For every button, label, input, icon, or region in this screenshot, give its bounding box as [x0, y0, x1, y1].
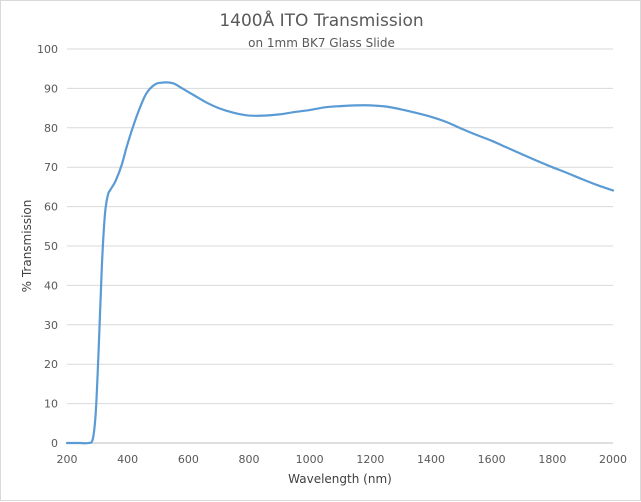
x-tick-label: 1600	[478, 453, 506, 466]
x-tick-label: 1000	[296, 453, 324, 466]
series-layer	[65, 81, 615, 445]
x-tick-label: 1200	[356, 453, 384, 466]
x-tick-label: 1800	[538, 453, 566, 466]
x-tick-label: 800	[239, 453, 260, 466]
y-tick-label: 90	[44, 82, 58, 95]
grid-lines	[67, 48, 613, 405]
x-tick-label: 600	[178, 453, 199, 466]
x-tick-labels: 200 400 600 800 1000 1200 1400 1600 1800 2000	[57, 453, 628, 466]
y-tick-label: 0	[51, 437, 58, 450]
y-tick-labels: 0 10 20 30 40 50 60 70 80 90 100	[37, 43, 58, 450]
y-axis-title: % Transmission	[20, 200, 34, 293]
x-tick-label: 400	[117, 453, 138, 466]
x-axis-title: Wavelength (nm)	[288, 472, 392, 486]
y-tick-label: 50	[44, 240, 58, 253]
y-tick-label: 30	[44, 319, 58, 332]
y-tick-label: 80	[44, 122, 58, 135]
y-tick-label: 20	[44, 358, 58, 371]
y-tick-label: 100	[37, 43, 58, 56]
y-tick-label: 40	[44, 279, 58, 292]
x-tick-label: 1400	[417, 453, 445, 466]
y-tick-label: 70	[44, 161, 58, 174]
chart-title: 1400Å ITO Transmission	[219, 11, 424, 31]
x-tick-label: 2000	[599, 453, 627, 466]
series-line-0	[65, 81, 615, 445]
chart-subtitle: on 1mm BK7 Glass Slide	[248, 36, 395, 50]
y-tick-label: 60	[44, 201, 58, 214]
y-tick-label: 10	[44, 398, 58, 411]
x-tick-label: 200	[57, 453, 78, 466]
